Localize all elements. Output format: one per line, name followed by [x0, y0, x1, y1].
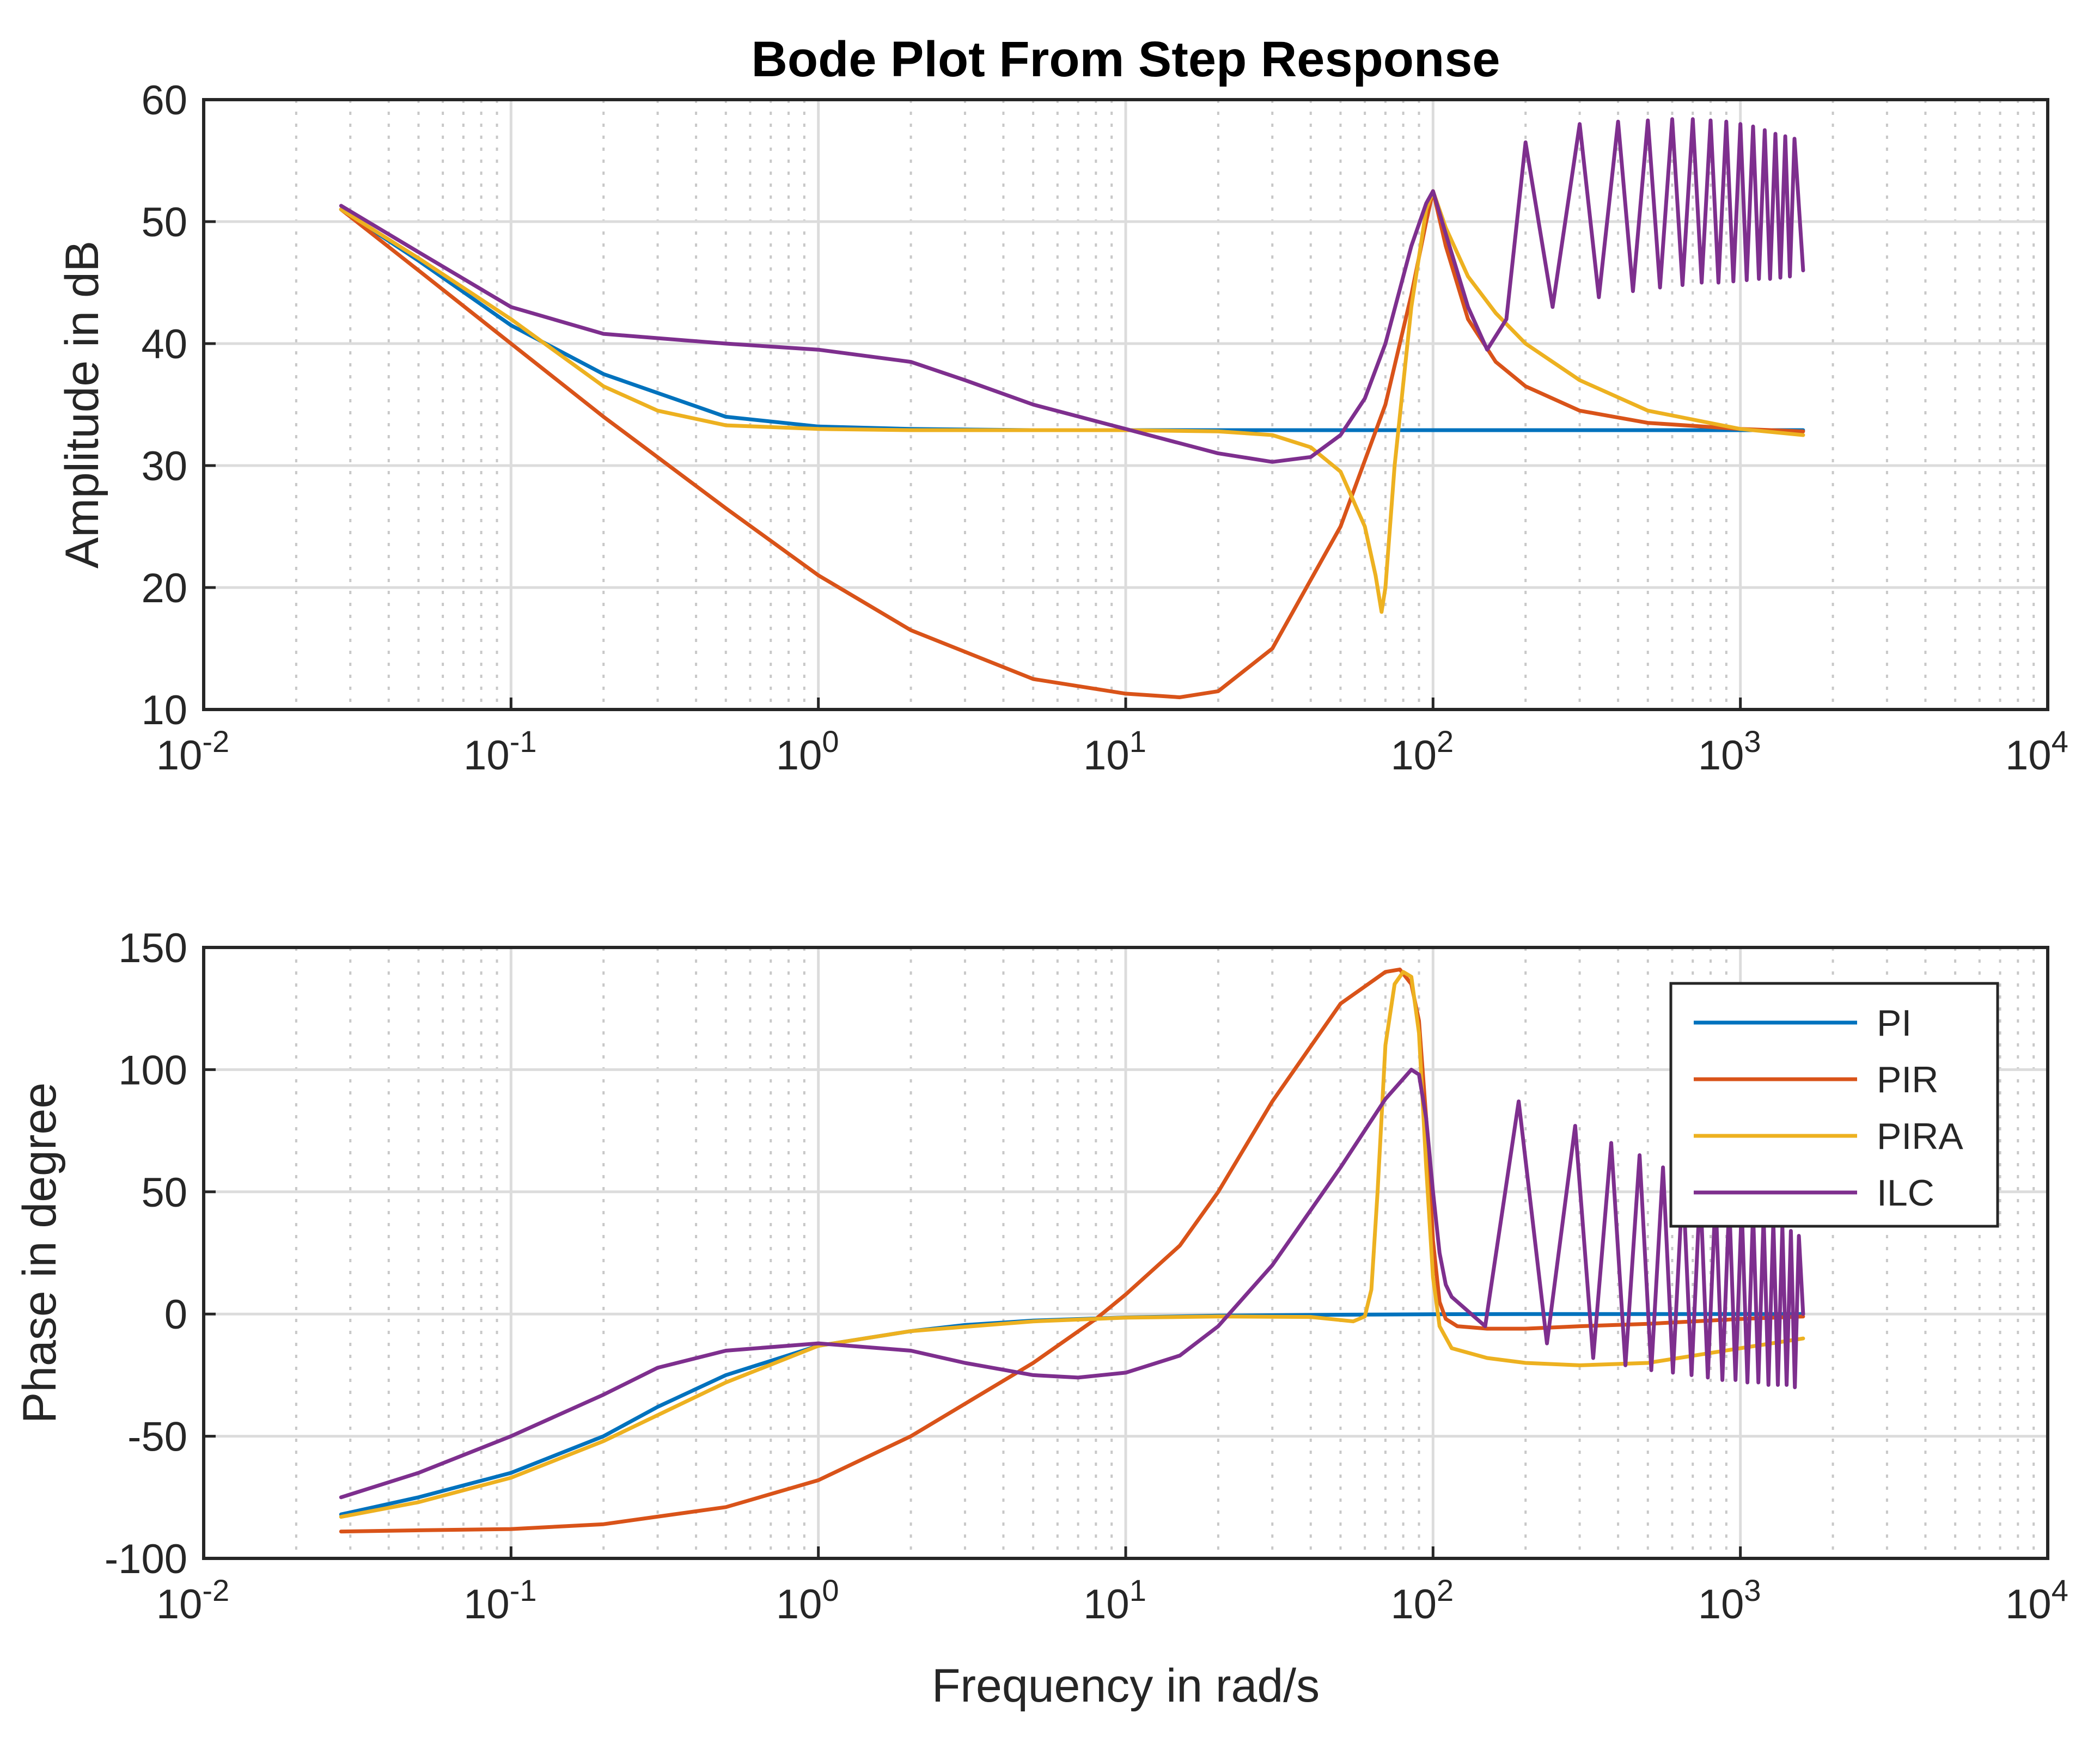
x-tick-base: 10	[1390, 732, 1437, 779]
series-line-pira	[339, 970, 1805, 1519]
y-tick-label: 20	[141, 565, 187, 611]
x-tick-base: 10	[2005, 1581, 2052, 1628]
x-tick-exponent: 1	[1130, 724, 1146, 759]
x-tick-exponent: 2	[1437, 1573, 1454, 1607]
x-tick-base: 10	[1390, 1581, 1437, 1628]
x-tick-exponent: 2	[1437, 724, 1454, 759]
x-tick-base: 10	[1083, 1581, 1130, 1628]
frequency-xlabel: Frequency in rad/s	[932, 1660, 1320, 1712]
legend-label-pi: PI	[1877, 1002, 1912, 1044]
x-tick-label: 10-2	[156, 1573, 229, 1628]
x-tick-label: 102	[1390, 724, 1454, 779]
x-tick-base: 10	[776, 732, 822, 779]
legend-label-pira: PIRA	[1877, 1116, 1963, 1157]
x-tick-exponent: 0	[822, 724, 839, 759]
y-tick-label: 150	[118, 925, 187, 971]
y-tick-label: 0	[164, 1292, 187, 1338]
x-tick-base: 10	[776, 1581, 822, 1628]
x-tick-base: 10	[156, 732, 203, 779]
legend-box	[1669, 982, 1999, 1228]
x-tick-base: 10	[2005, 732, 2052, 779]
amplitude-series-lines	[339, 117, 1805, 700]
phase-series-lines	[339, 967, 1805, 1534]
x-tick-label: 103	[1698, 724, 1761, 779]
series-line-pir	[339, 967, 1805, 1534]
y-tick-label: -100	[105, 1536, 187, 1582]
x-tick-label: 101	[1083, 1573, 1146, 1628]
series-line-ilc	[339, 117, 1805, 464]
y-tick-label: 10	[141, 687, 187, 733]
x-tick-exponent: 3	[1744, 1573, 1761, 1607]
phase-ylabel: Phase in degree	[14, 1082, 66, 1423]
y-tick-label: 50	[141, 1170, 187, 1216]
series-line-pira	[339, 189, 1805, 614]
x-tick-base: 10	[156, 1581, 203, 1628]
x-tick-exponent: 0	[822, 1573, 839, 1607]
y-tick-label: 30	[141, 443, 187, 490]
x-tick-exponent: -2	[202, 724, 229, 759]
x-tick-exponent: 4	[2052, 1573, 2068, 1607]
x-tick-exponent: -1	[510, 724, 537, 759]
x-tick-exponent: -2	[202, 1573, 229, 1607]
x-tick-exponent: 3	[1744, 724, 1761, 759]
amplitude-ylabel: Amplitude in dB	[56, 241, 108, 568]
x-tick-label: 100	[776, 724, 839, 779]
x-tick-label: 100	[776, 1573, 839, 1628]
x-tick-base: 10	[1698, 1581, 1744, 1628]
phase-axes: 10-2 10-1 100 101 102 103 104-100-50050100150 …	[14, 925, 2068, 1712]
legend-label-pir: PIR	[1877, 1059, 1938, 1100]
x-tick-exponent: 1	[1130, 1573, 1146, 1607]
x-tick-label: 10-1	[463, 724, 536, 779]
x-tick-exponent: -1	[510, 1573, 537, 1607]
x-tick-label: 104	[2005, 1573, 2068, 1628]
x-tick-exponent: 4	[2052, 724, 2068, 759]
x-tick-label: 102	[1390, 1573, 1454, 1628]
x-tick-label: 10-2	[156, 724, 229, 779]
x-tick-base: 10	[1698, 732, 1744, 779]
chart-title: Bode Plot From Step Response	[751, 32, 1500, 87]
x-tick-label: 104	[2005, 724, 2068, 779]
y-tick-label: -50	[127, 1414, 187, 1460]
y-tick-label: 100	[118, 1047, 187, 1093]
x-tick-label: 101	[1083, 724, 1146, 779]
legend-label-ilc: ILC	[1877, 1172, 1934, 1214]
x-tick-label: 103	[1698, 1573, 1761, 1628]
legend: PI PIR PIRA ILC	[1669, 982, 1999, 1228]
x-tick-base: 10	[1083, 732, 1130, 779]
x-tick-base: 10	[463, 1581, 510, 1628]
series-line-pir	[339, 189, 1805, 700]
y-tick-label: 50	[141, 199, 187, 246]
x-tick-base: 10	[463, 732, 510, 779]
y-tick-label: 40	[141, 321, 187, 368]
series-line-ilc	[339, 1067, 1805, 1500]
y-tick-label: 60	[141, 77, 187, 124]
x-tick-label: 10-1	[463, 1573, 536, 1628]
